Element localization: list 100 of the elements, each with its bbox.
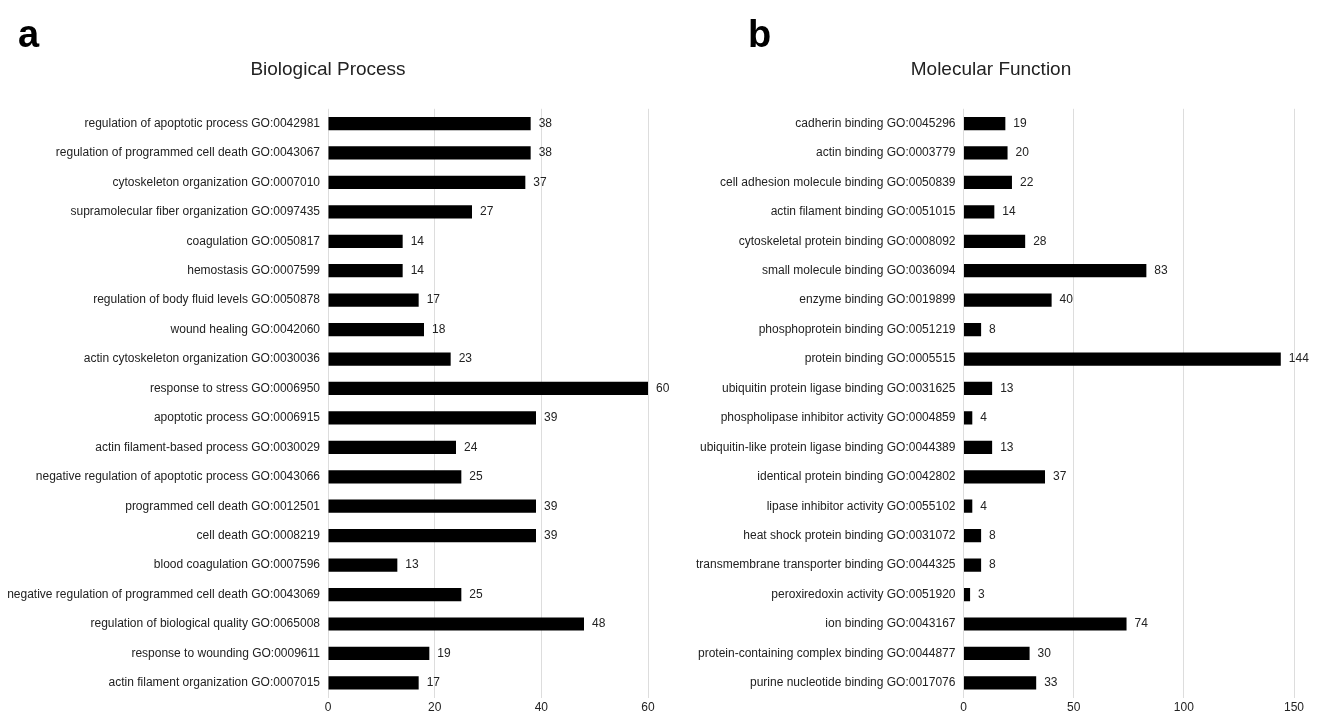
bar bbox=[328, 322, 424, 337]
data-label: 4 bbox=[980, 498, 988, 513]
data-label: 8 bbox=[989, 527, 997, 542]
y-tick-label: small molecule binding GO:0036094 bbox=[762, 263, 956, 278]
data-label: 18 bbox=[432, 321, 446, 336]
y-tick-label: coagulation GO:0050817 bbox=[186, 233, 321, 248]
bar bbox=[328, 205, 472, 219]
bar bbox=[328, 411, 536, 425]
y-tick-label: peroxiredoxin activity GO:0051920 bbox=[771, 586, 956, 601]
data-label: 39 bbox=[544, 527, 558, 542]
bar bbox=[963, 205, 995, 219]
y-tick-label: response to wounding GO:0009611 bbox=[131, 645, 321, 660]
bar bbox=[963, 116, 1006, 131]
text: a bbox=[18, 13, 40, 56]
chart-title: Molecular Function bbox=[910, 57, 1072, 79]
data-label: 30 bbox=[1037, 645, 1052, 660]
bar bbox=[328, 676, 419, 690]
bar bbox=[963, 646, 1030, 661]
data-label: 38 bbox=[538, 145, 553, 160]
y-tick-label: regulation of biological quality GO:0065008 bbox=[90, 616, 321, 631]
y-tick-label: blood coagulation GO:0007596 bbox=[153, 557, 321, 572]
bar bbox=[963, 352, 1281, 366]
y-tick-label: negative regulation of programmed cell death GO:0043069 bbox=[7, 586, 321, 601]
data-label: 60 bbox=[656, 380, 670, 395]
y-tick-label: heat shock protein binding GO:0031072 bbox=[743, 527, 956, 542]
data-label: 33 bbox=[1044, 675, 1058, 690]
bar bbox=[328, 264, 403, 278]
data-label: 37 bbox=[1053, 469, 1067, 484]
x-tick-label: 20 bbox=[427, 700, 442, 715]
bar bbox=[328, 617, 584, 631]
data-label: 14 bbox=[410, 263, 425, 278]
bar bbox=[328, 293, 419, 307]
y-tick-label: regulation of body fluid levels GO:0050878 bbox=[93, 292, 321, 307]
data-label: 19 bbox=[437, 645, 452, 660]
data-label: 23 bbox=[458, 351, 473, 366]
data-label: 48 bbox=[592, 616, 606, 631]
y-tick-label: protein binding GO:0005515 bbox=[804, 351, 956, 366]
bar bbox=[328, 587, 462, 602]
y-tick-label: cadherin binding GO:0045296 bbox=[795, 115, 956, 130]
data-label: 4 bbox=[980, 410, 988, 425]
bar bbox=[963, 175, 1012, 190]
data-label: 19 bbox=[1013, 115, 1028, 130]
x-tick-label: 150 bbox=[1283, 700, 1305, 715]
bar bbox=[963, 470, 1046, 484]
y-tick-label: ion binding GO:0043167 bbox=[825, 616, 956, 631]
chart-title: Biological Process bbox=[250, 57, 406, 79]
x-tick-label: 0 bbox=[960, 700, 968, 715]
y-tick-label: actin filament-based process GO:0030029 bbox=[95, 439, 321, 454]
bar bbox=[328, 116, 531, 131]
y-tick-label: apoptotic process GO:0006915 bbox=[153, 410, 321, 425]
bar bbox=[328, 470, 462, 484]
bar bbox=[963, 676, 1037, 690]
y-tick-label: hemostasis GO:0007599 bbox=[187, 263, 321, 278]
y-tick-label: response to stress GO:0006950 bbox=[149, 380, 321, 395]
bar bbox=[328, 499, 536, 513]
y-tick-label: identical protein binding GO:0042802 bbox=[757, 469, 956, 484]
data-label: 20 bbox=[1015, 145, 1030, 160]
bar bbox=[328, 529, 536, 543]
y-tick-label: cytoskeleton organization GO:0007010 bbox=[112, 174, 321, 189]
y-tick-label: ubiquitin protein ligase binding GO:0031625 bbox=[721, 380, 956, 395]
bar bbox=[963, 499, 973, 513]
data-label: 38 bbox=[538, 115, 553, 130]
data-label: 3 bbox=[978, 586, 986, 601]
data-label: 22 bbox=[1019, 174, 1034, 189]
bar bbox=[963, 264, 1147, 278]
y-tick-label: phosphoprotein binding GO:0051219 bbox=[758, 321, 956, 336]
data-label: 14 bbox=[410, 233, 425, 248]
bar bbox=[963, 587, 971, 602]
x-tick-label: 60 bbox=[641, 700, 655, 715]
bar bbox=[963, 146, 1008, 160]
bar bbox=[963, 440, 993, 454]
y-tick-label: transmembrane transporter binding GO:0044325 bbox=[696, 557, 956, 572]
data-label: 28 bbox=[1033, 233, 1047, 248]
data-label: 8 bbox=[989, 321, 997, 336]
bar bbox=[963, 381, 993, 396]
data-label: 24 bbox=[464, 439, 478, 454]
data-label: 74 bbox=[1134, 616, 1149, 631]
x-tick-label: 0 bbox=[324, 700, 332, 715]
y-tick-label: regulation of apoptotic process GO:0042981 bbox=[84, 115, 321, 130]
y-tick-label: actin binding GO:0003779 bbox=[816, 145, 956, 160]
bar bbox=[963, 293, 1052, 307]
bar bbox=[328, 381, 648, 396]
data-label: 13 bbox=[1000, 380, 1014, 395]
y-tick-label: wound healing GO:0042060 bbox=[169, 321, 321, 336]
y-tick-label: protein-containing complex binding GO:0044877 bbox=[697, 645, 956, 660]
data-label: 13 bbox=[1000, 439, 1014, 454]
bar bbox=[963, 558, 982, 572]
x-tick-label: 40 bbox=[534, 700, 549, 715]
data-label: 39 bbox=[544, 410, 558, 425]
y-tick-label: cell adhesion molecule binding GO:0050839 bbox=[719, 174, 956, 189]
y-tick-label: supramolecular fiber organization GO:0097435 bbox=[70, 204, 321, 219]
bar bbox=[963, 411, 973, 425]
y-tick-label: regulation of programmed cell death GO:0043067 bbox=[55, 145, 321, 160]
y-tick-label: programmed cell death GO:0012501 bbox=[125, 498, 321, 513]
data-label: 37 bbox=[533, 174, 548, 189]
y-tick-label: ubiquitin-like protein ligase binding GO:0044389 bbox=[699, 439, 956, 454]
data-label: 25 bbox=[469, 469, 484, 484]
data-label: 14 bbox=[1002, 204, 1016, 219]
bar bbox=[963, 529, 982, 543]
data-label: 144 bbox=[1288, 351, 1310, 366]
